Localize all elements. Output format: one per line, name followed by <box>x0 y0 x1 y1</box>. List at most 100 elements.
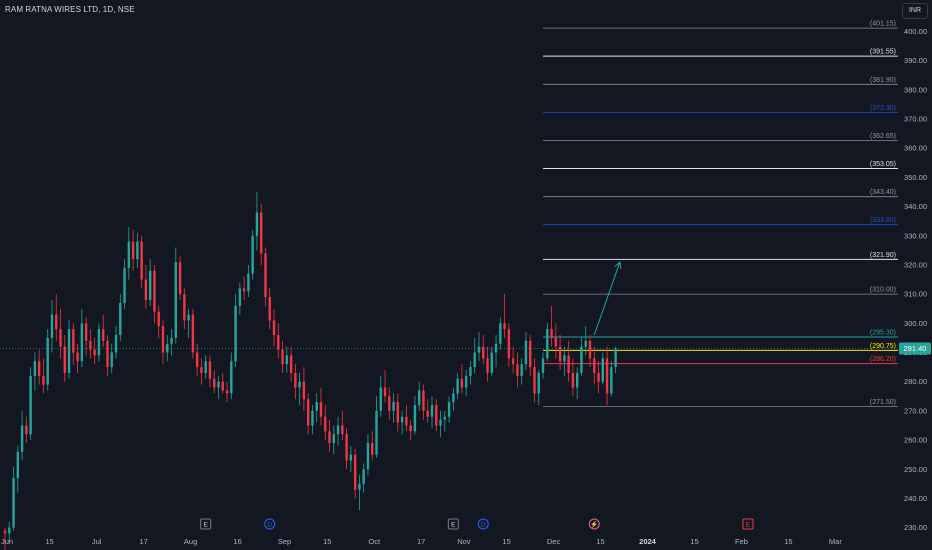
candle-body <box>443 416 447 420</box>
candle-body <box>72 329 75 353</box>
price-tick-label: 340.00 <box>904 202 927 211</box>
candle-body <box>200 367 203 373</box>
candle-body <box>575 372 579 388</box>
level-label: (381.90) <box>870 77 896 84</box>
time-tick-label: 15 <box>596 537 604 546</box>
candle-body <box>405 416 408 426</box>
time-tick-label: Mar <box>829 537 842 546</box>
candle-body <box>371 442 374 455</box>
target-arrow <box>593 261 622 336</box>
candle-body <box>153 270 156 312</box>
candle-body <box>144 279 148 300</box>
candle-body <box>558 346 562 362</box>
candle-body <box>166 343 169 353</box>
candle-body <box>396 402 400 423</box>
candle-body <box>336 425 340 435</box>
time-tick-label: Sep <box>278 537 291 546</box>
candle-body <box>507 329 511 359</box>
time-tick-label: Jul <box>92 537 102 546</box>
candle-body <box>294 372 297 388</box>
earnings-icon <box>200 518 212 530</box>
time-tick-label: 15 <box>46 537 54 546</box>
currency-button[interactable]: INR <box>902 3 928 19</box>
candle-body <box>208 361 212 379</box>
price-tick-label: 260.00 <box>904 436 927 445</box>
time-tick-label: Jun <box>1 537 13 546</box>
candle-body <box>33 361 37 376</box>
candle-body <box>93 349 96 356</box>
candle-body <box>447 402 451 417</box>
candle-body <box>306 399 310 426</box>
candle-body <box>127 241 131 268</box>
fib-levels: (401.15) (391.55) (381.90) (372.30) (362.65)… <box>0 21 898 407</box>
candle-body <box>567 355 570 373</box>
candle-body <box>12 478 15 528</box>
candle-body <box>529 340 532 368</box>
candle-body <box>417 390 421 406</box>
candle-body <box>362 469 365 484</box>
candle-body <box>546 329 549 359</box>
candle-body <box>353 454 357 490</box>
level-label: (362.65) <box>870 133 896 140</box>
candle-body <box>157 311 160 327</box>
event-marker-label: E <box>451 522 456 529</box>
level-label: (271.50) <box>870 399 896 406</box>
event-marker-label: D <box>481 522 486 529</box>
candle-body <box>225 390 229 394</box>
candle-body <box>174 262 177 338</box>
candle-body <box>311 410 314 426</box>
candle-body <box>264 253 267 298</box>
candle-body <box>413 405 417 432</box>
candle-body <box>366 442 370 470</box>
time-axis[interactable]: Jun 15 Jul 17 Aug 16 Sep 15 Oct 17 Nov 15 Dec 15 2024 1… <box>1 537 842 546</box>
event-marker: D <box>477 518 489 530</box>
candle-body <box>114 335 118 353</box>
candle-body <box>268 297 271 321</box>
candle-body <box>238 288 242 306</box>
candle-body <box>520 364 523 376</box>
candle-body <box>247 273 250 292</box>
candle-body <box>580 346 583 373</box>
candle-body <box>42 375 45 385</box>
price-tick-label: 360.00 <box>904 144 927 153</box>
candle-body <box>494 343 498 353</box>
candle-body <box>106 340 109 368</box>
candle-body <box>178 262 182 295</box>
candle-body <box>537 372 540 394</box>
event-marker: E <box>200 518 212 530</box>
candle-body <box>277 335 280 350</box>
price-tick-label: 230.00 <box>904 523 927 532</box>
candle-body <box>221 381 224 391</box>
candle-body <box>400 416 404 423</box>
time-tick-label: Dec <box>547 537 561 546</box>
candle-body <box>597 372 600 382</box>
price-tick-label: 300.00 <box>904 319 927 328</box>
level-label: (286.20) <box>870 356 896 363</box>
candle-body <box>84 323 88 341</box>
candle-body <box>204 361 207 373</box>
price-axis[interactable]: 230.00240.00250.00260.00270.00280.00290.… <box>899 27 931 532</box>
price-tick-label: 330.00 <box>904 231 927 240</box>
candle-body <box>80 323 84 362</box>
candle-body <box>20 425 24 452</box>
level-label: (401.15) <box>870 21 896 28</box>
candle-body <box>452 393 455 403</box>
earnings-icon <box>742 518 754 530</box>
price-tick-label: 270.00 <box>904 406 927 415</box>
symbol-title[interactable]: RAM RATNA WIRES LTD, 1D, NSE <box>5 5 135 14</box>
level-label: (321.90) <box>870 252 896 259</box>
arrow-head <box>614 261 622 270</box>
candle-body <box>315 402 318 411</box>
candle-body <box>46 337 49 385</box>
level-label: (310.00) <box>870 287 896 294</box>
candle-body <box>242 288 246 292</box>
candle-body <box>610 367 613 394</box>
candle-body <box>601 358 604 382</box>
candle-body <box>302 381 306 400</box>
candle-body <box>260 212 263 254</box>
candle-body <box>272 320 276 336</box>
price-tick-label: 250.00 <box>904 465 927 474</box>
candle-body <box>524 340 528 365</box>
